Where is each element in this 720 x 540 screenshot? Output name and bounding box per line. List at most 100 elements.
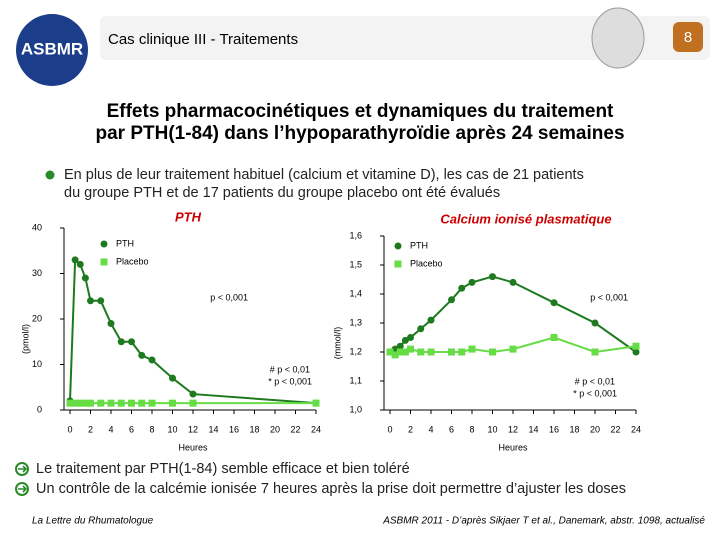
y-tick-label: 40 — [32, 222, 42, 232]
x-tick-label: 2 — [88, 424, 93, 434]
slide-title: Effets pharmacocinétiques et dynamiques … — [107, 101, 614, 122]
point — [632, 348, 640, 356]
point — [417, 348, 425, 356]
x-tick-label: 10 — [487, 424, 497, 434]
point — [632, 342, 640, 350]
point — [391, 351, 399, 359]
point — [401, 348, 409, 356]
point — [468, 345, 476, 353]
point — [396, 348, 404, 356]
x-tick-label: 16 — [549, 424, 559, 434]
bullet-text: du groupe PTH et de 17 patients du group… — [64, 185, 500, 201]
point — [169, 399, 176, 407]
point — [76, 260, 84, 268]
point — [107, 399, 115, 407]
point — [448, 296, 455, 304]
point — [189, 390, 197, 398]
point — [148, 356, 156, 364]
y-tick-label: 20 — [32, 313, 42, 323]
x-tick-label: 4 — [428, 424, 433, 434]
point — [66, 399, 74, 407]
x-tick-label: 14 — [528, 424, 538, 434]
y-tick-label: 1,6 — [349, 230, 362, 240]
point — [401, 336, 409, 344]
arrow-bullet — [15, 462, 29, 476]
conclusion: Un contrôle de la calcémie ionisée 7 heu… — [36, 481, 626, 497]
x-tick-label: 8 — [149, 424, 154, 434]
y-tick-label: 1,4 — [349, 288, 362, 298]
point — [489, 273, 496, 281]
chart-title: Calcium ionisé plasmatique — [440, 211, 611, 226]
x-tick-label: 16 — [229, 424, 239, 434]
x-tick-label: 10 — [167, 424, 177, 434]
header-band — [100, 16, 710, 60]
y-axis-label: (pmol/l) — [20, 324, 30, 354]
y-tick-label: 10 — [32, 359, 42, 369]
point — [550, 299, 558, 307]
point — [97, 399, 105, 407]
x-tick-label: 20 — [590, 424, 600, 434]
point — [427, 316, 435, 324]
logo-text: ASBMR — [21, 39, 83, 58]
point — [107, 320, 115, 328]
y-tick-label: 30 — [32, 268, 42, 278]
point — [591, 348, 599, 356]
legend-label: Placebo — [116, 256, 149, 266]
bullet-dot — [45, 170, 55, 180]
annotation: # p < 0,01 — [575, 376, 615, 386]
chart-title: PTH — [175, 209, 202, 224]
point — [76, 399, 84, 407]
point — [509, 345, 517, 353]
y-axis-label: (mmol/l) — [332, 327, 342, 360]
point — [71, 399, 79, 407]
point — [396, 342, 404, 350]
arrow-bullet — [18, 485, 28, 493]
mouse-illustration — [591, 7, 645, 69]
x-axis-label: Heures — [498, 442, 528, 452]
y-tick-label: 1,0 — [349, 404, 362, 414]
page-number: 8 — [684, 29, 692, 46]
annotation: p < 0,001 — [590, 292, 628, 302]
point — [468, 278, 476, 286]
x-tick-label: 2 — [408, 424, 413, 434]
x-tick-label: 24 — [631, 424, 641, 434]
y-tick-label: 1,2 — [349, 346, 362, 356]
point — [312, 399, 320, 407]
x-tick-label: 20 — [270, 424, 280, 434]
y-tick-label: 0 — [37, 404, 42, 414]
legend-label: PTH — [410, 240, 428, 250]
legend-label: PTH — [116, 238, 134, 248]
point — [138, 399, 146, 407]
series-line — [389, 275, 637, 353]
x-tick-label: 18 — [569, 424, 579, 434]
point — [87, 297, 94, 305]
bullet-text: En plus de leur traitement habituel (cal… — [64, 167, 584, 183]
point — [550, 334, 558, 341]
point — [448, 348, 455, 356]
point — [117, 338, 125, 346]
point — [117, 399, 125, 407]
point — [97, 297, 105, 305]
x-tick-label: 8 — [469, 424, 474, 434]
x-tick-label: 0 — [67, 424, 72, 434]
point — [407, 345, 414, 353]
x-tick-label: 4 — [108, 424, 113, 434]
annotation: * p < 0,001 — [268, 376, 312, 386]
x-tick-label: 12 — [508, 424, 518, 434]
point — [128, 338, 135, 346]
point — [87, 399, 94, 407]
section-title: Cas clinique III - Traitements — [108, 31, 298, 48]
x-axis-label: Heures — [178, 442, 208, 452]
arrow-bullet — [15, 482, 29, 496]
y-tick-label: 1,1 — [349, 375, 362, 385]
annotation: * p < 0,001 — [573, 388, 617, 398]
footer-right: ASBMR 2011 - D’après Sikjaer T et al., D… — [382, 516, 705, 527]
page-badge — [673, 22, 703, 52]
x-tick-label: 12 — [188, 424, 198, 434]
x-tick-label: 24 — [311, 424, 321, 434]
x-tick-label: 6 — [129, 424, 134, 434]
point — [407, 334, 414, 341]
point — [489, 348, 496, 356]
x-tick-label: 22 — [610, 424, 620, 434]
